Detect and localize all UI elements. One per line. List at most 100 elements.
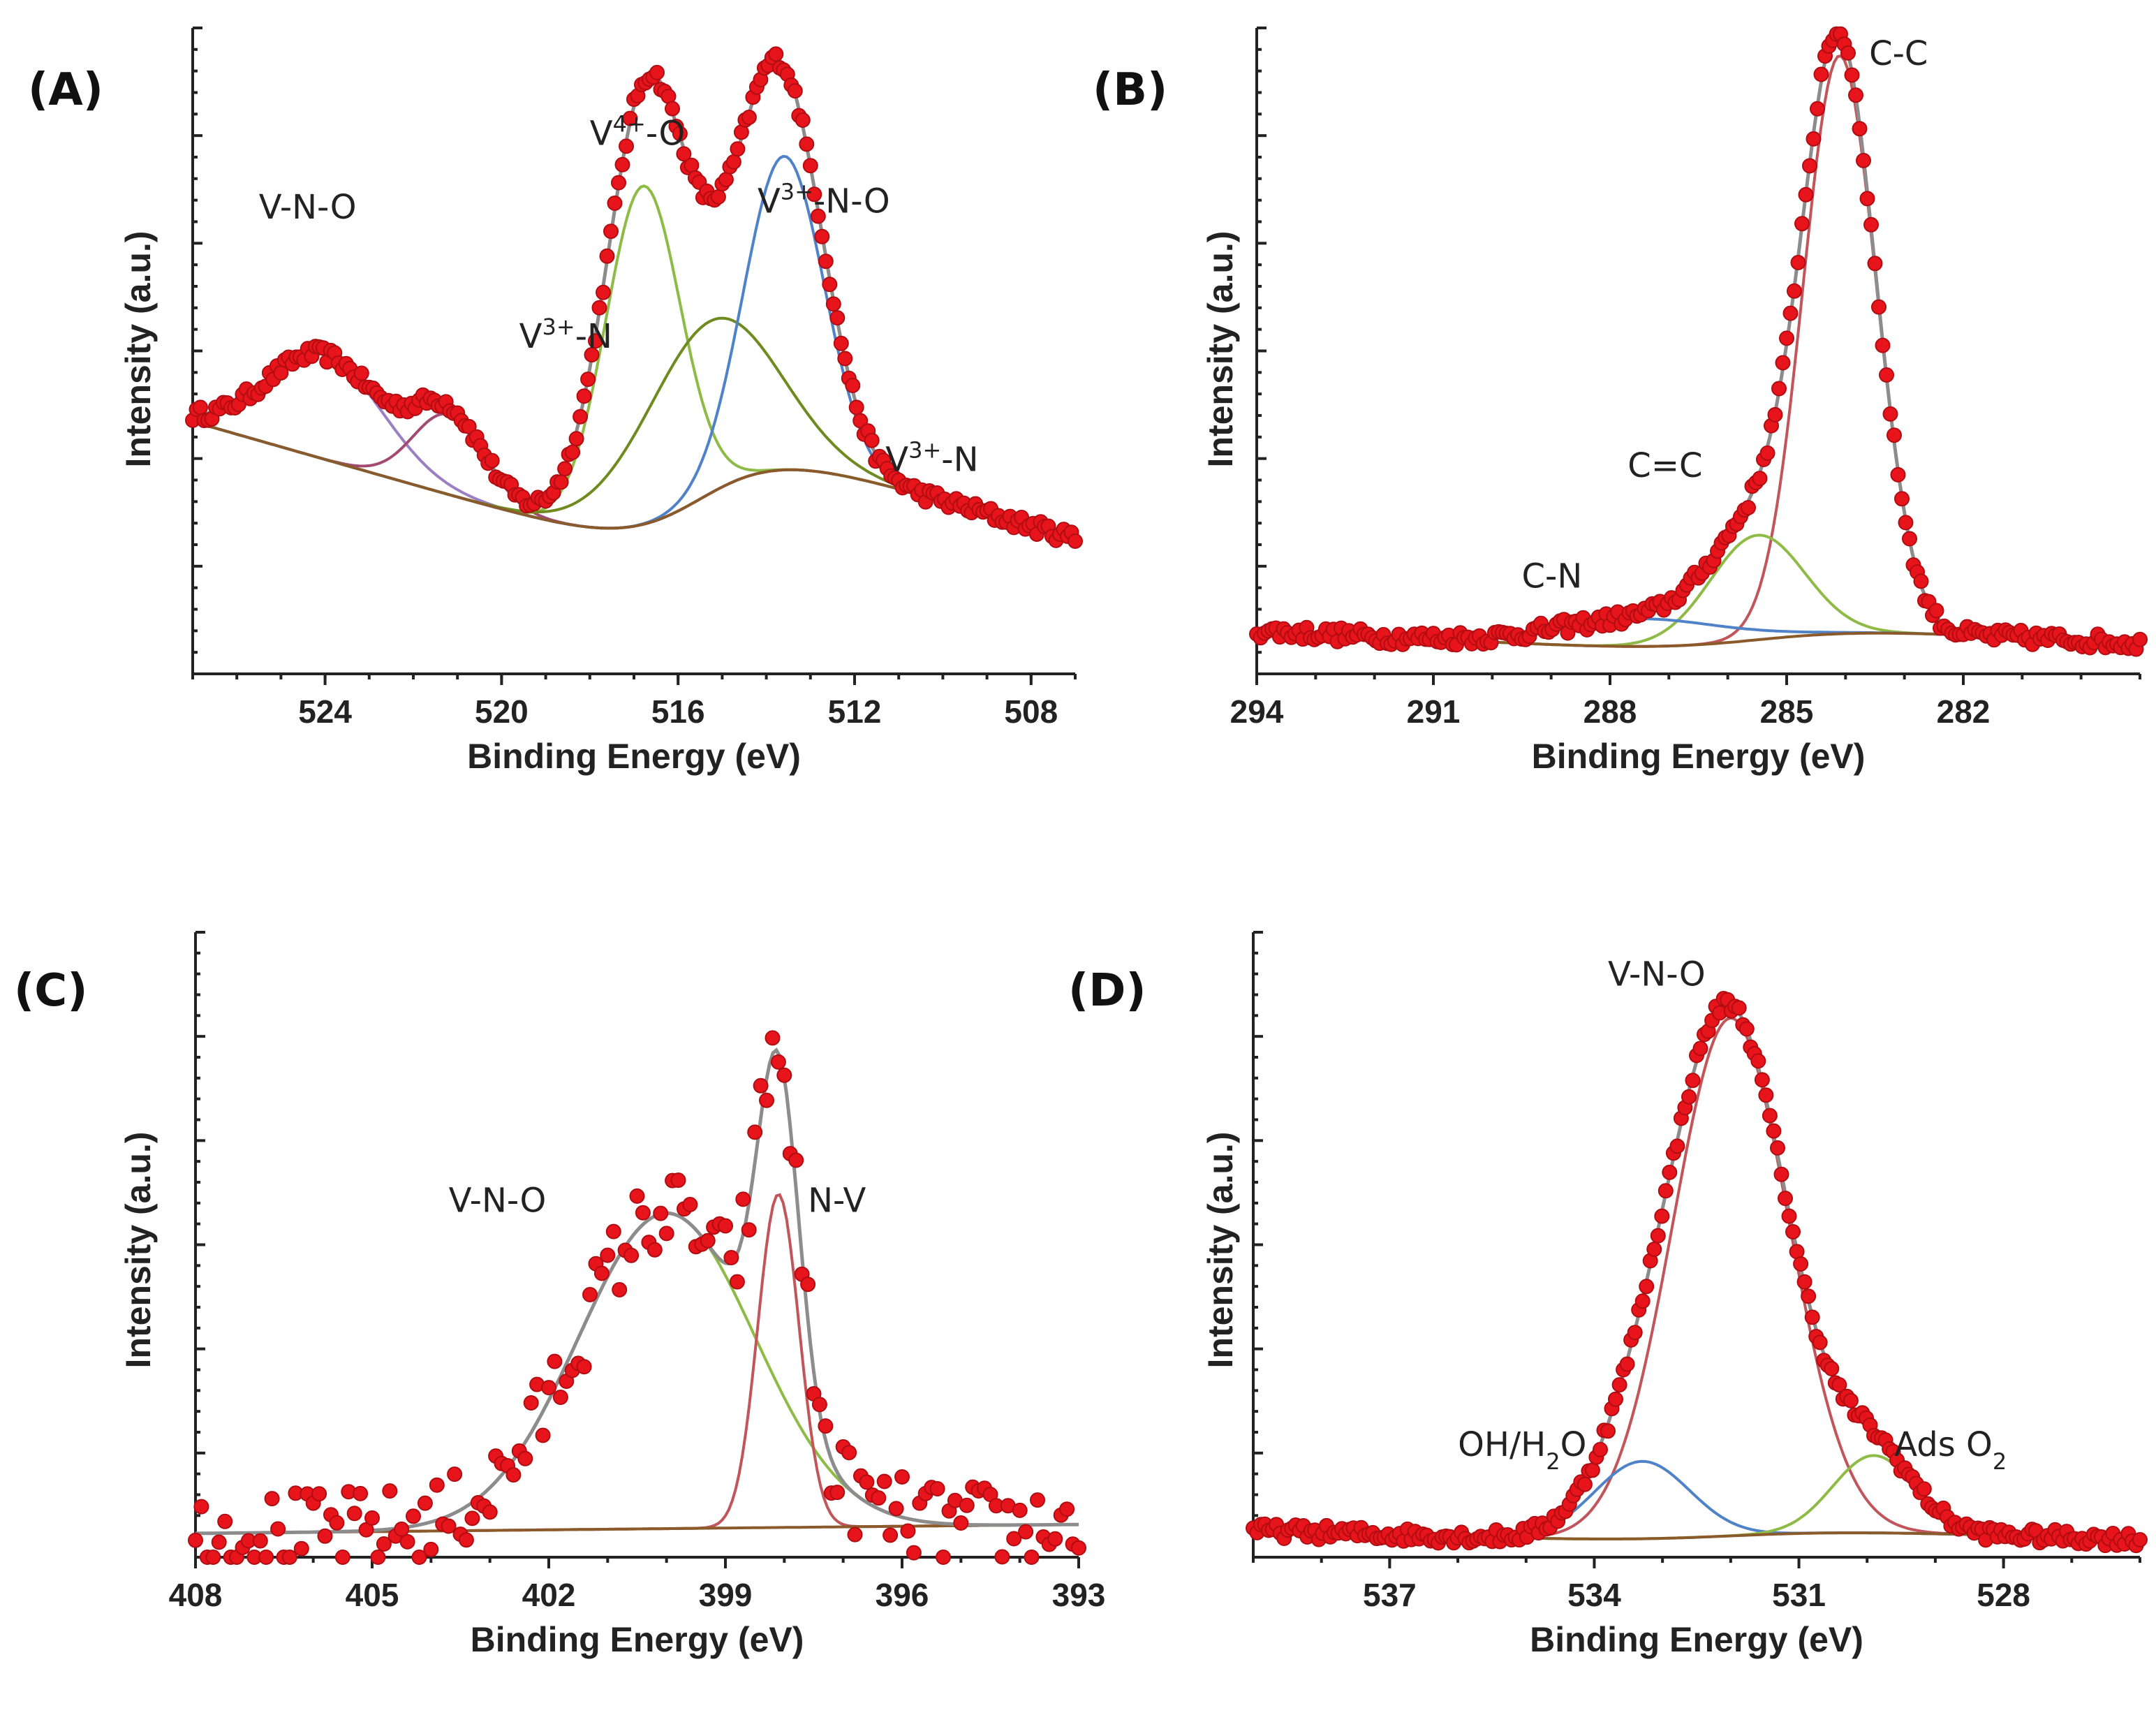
data-point	[1030, 1492, 1045, 1508]
data-point	[1577, 1476, 1593, 1492]
data-point	[936, 1550, 951, 1565]
panel-label: (D)	[1068, 965, 1146, 1017]
data-point	[665, 101, 680, 117]
data-point	[822, 277, 838, 293]
data-point	[818, 1418, 834, 1434]
x-tick-label: 405	[346, 1577, 399, 1613]
data-point	[1584, 1462, 1600, 1478]
data-point	[1773, 1166, 1789, 1182]
peak-annotation: V-N-O	[259, 188, 357, 227]
chart-panel-4: 537 534 531 528 Binding Energy (eV) Intensity…	[1068, 931, 2148, 1659]
data-point	[1758, 1087, 1774, 1103]
data-point	[2132, 1532, 2148, 1547]
data-point	[729, 1274, 745, 1290]
data-point	[329, 1515, 345, 1531]
data-point	[953, 1515, 969, 1531]
data-point	[484, 452, 500, 469]
x-tick-label: 531	[1772, 1577, 1826, 1613]
data-point	[799, 136, 815, 152]
x-tick-label: 520	[475, 693, 529, 730]
data-point	[765, 1030, 781, 1046]
data-point	[258, 1550, 274, 1565]
data-point	[1752, 471, 1768, 487]
peak-annotation: C-C	[1869, 34, 1928, 73]
data-point	[464, 1510, 480, 1526]
panel-label: (A)	[28, 64, 103, 116]
data-point	[1840, 45, 1856, 61]
data-point	[541, 1380, 556, 1396]
data-point	[281, 1550, 297, 1565]
data-point	[1646, 1242, 1662, 1257]
data-point	[273, 365, 289, 381]
x-axis-title: Binding Energy (eV)	[467, 737, 801, 776]
data-point	[959, 1497, 975, 1513]
data-point	[600, 1247, 616, 1263]
data-point	[311, 1486, 327, 1502]
peak-annotation: Ads O2	[1894, 1425, 2007, 1475]
data-point	[1627, 1325, 1643, 1341]
peak-annotation: V3+-N	[885, 436, 978, 479]
x-tick-label: 512	[828, 693, 882, 730]
data-point	[735, 1191, 751, 1207]
data-point	[593, 1265, 610, 1281]
x-tick-label: 402	[522, 1577, 576, 1613]
data-point	[1662, 1164, 1678, 1180]
data-point	[353, 365, 369, 381]
data-point	[1685, 1073, 1701, 1089]
data-point	[612, 1282, 628, 1297]
data-point	[1059, 1501, 1075, 1517]
data-point	[394, 1521, 410, 1537]
data-point	[718, 172, 734, 188]
data-point	[894, 1469, 910, 1485]
data-point	[810, 208, 826, 224]
data-point	[1024, 1550, 1040, 1565]
data-point	[1611, 1377, 1627, 1393]
x-tick-label: 399	[699, 1577, 753, 1613]
data-point	[1750, 1053, 1766, 1069]
data-point	[382, 1483, 398, 1499]
data-point	[547, 1353, 563, 1369]
data-point	[417, 1495, 433, 1511]
data-point	[841, 1445, 857, 1461]
data-point	[217, 1513, 233, 1529]
data-point	[653, 1205, 669, 1221]
x-tick-label: 534	[1567, 1577, 1621, 1613]
data-point	[682, 1197, 698, 1212]
data-point	[1068, 533, 1083, 549]
data-point	[1812, 1334, 1828, 1351]
peak-annotation: V-N-O	[449, 1182, 547, 1221]
data-point	[876, 1473, 892, 1489]
data-point	[406, 1508, 421, 1524]
peak-annotation: C-N	[1522, 557, 1583, 596]
data-point	[270, 1521, 286, 1537]
data-point	[2132, 631, 2148, 647]
data-point	[1886, 427, 1902, 443]
data-point	[1852, 121, 1868, 137]
chart-panel-2: 294 291 288 285 282 Binding Energy (eV) Intens…	[1093, 26, 2148, 776]
data-point	[658, 1226, 674, 1242]
data-point	[1071, 1540, 1086, 1556]
data-point	[517, 1450, 533, 1466]
component-curve	[195, 1212, 1079, 1535]
peak-annotation: C=C	[1627, 446, 1702, 485]
data-point	[929, 1481, 945, 1496]
data-point	[814, 228, 830, 244]
data-point	[871, 1490, 887, 1506]
data-point	[429, 1477, 445, 1493]
data-point	[399, 1533, 415, 1550]
data-point	[1619, 1356, 1635, 1372]
data-point	[264, 1491, 280, 1507]
data-point	[252, 1533, 268, 1549]
data-point	[591, 300, 607, 316]
data-point	[1762, 1107, 1778, 1124]
data-point	[523, 1395, 539, 1411]
data-point	[994, 1549, 1010, 1565]
data-point	[635, 1205, 651, 1221]
data-point	[1600, 1423, 1616, 1439]
data-point	[1831, 1377, 1847, 1393]
y-axis-title: Intensity (a.u.)	[119, 231, 158, 468]
data-point	[1913, 573, 1929, 589]
data-point	[1018, 1524, 1034, 1540]
data-point	[730, 141, 746, 157]
chart-panel-3: 408 405 402 399 396 393 Binding Energy (eV) Int…	[14, 931, 1105, 1659]
